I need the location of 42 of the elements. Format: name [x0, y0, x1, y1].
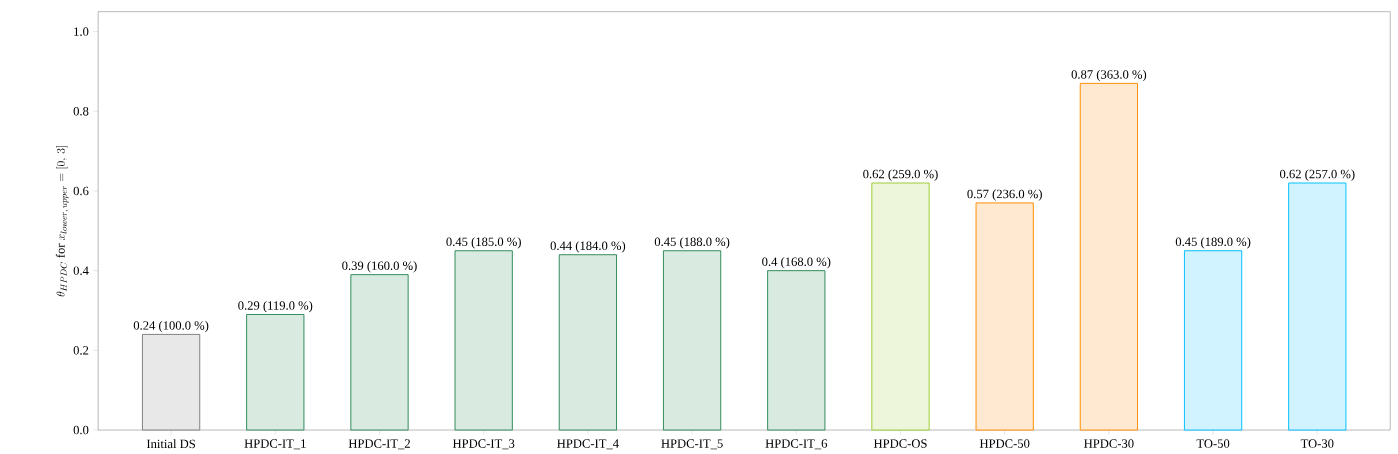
- bar: [662, 250, 722, 431]
- x-tick-label: TO-30: [1300, 439, 1334, 448]
- data-label: 0.29 (119.0 %): [238, 300, 313, 313]
- data-label: 0.45 (185.0 %): [446, 237, 521, 249]
- x-tick-label: HPDC-IT_5: [661, 439, 723, 450]
- bar: [767, 270, 826, 431]
- data-label: 0.44 (184.0 %): [550, 240, 626, 253]
- data-label: 0.24 (100.0 %): [133, 320, 209, 333]
- y-tick-label: 0.8: [73, 106, 89, 116]
- bar: [1183, 250, 1243, 431]
- data-label: 0.45 (189.0 %): [1175, 237, 1251, 249]
- x-tick-label: HPDC-IT_2: [348, 439, 410, 450]
- data-label: 0.62 (259.0 %): [863, 169, 938, 181]
- x-tick-label: TO-50: [1196, 439, 1230, 448]
- data-label: 0.57 (236.0 %): [967, 189, 1042, 201]
- bar: [350, 273, 409, 431]
- x-tick-label: Initial DS: [146, 439, 195, 448]
- bar: [871, 182, 930, 431]
- x-tick-label: HPDC-OS: [873, 439, 927, 448]
- x-tick-label: HPDC-IT_3: [452, 439, 515, 450]
- bar: [558, 254, 618, 431]
- bar: [246, 313, 305, 431]
- bar: [975, 202, 1034, 431]
- y-tick-label: 0.0: [73, 425, 89, 435]
- x-tick-label: HPDC-IT_6: [765, 439, 828, 450]
- bar: [1079, 82, 1139, 431]
- x-tick-label: HPDC-IT_1: [244, 439, 306, 450]
- y-tick-label: 1.0: [74, 27, 89, 36]
- bar: [1288, 182, 1347, 431]
- y-tick-label: 0.6: [73, 186, 89, 196]
- bar: [454, 250, 513, 431]
- x-tick-label: HPDC-IT_4: [557, 439, 619, 450]
- data-label: 0.45 (188.0 %): [654, 237, 730, 249]
- data-label: 0.39 (160.0 %): [342, 260, 417, 273]
- y-axis-title: $\theta_{HPDC}\ \mathrm{for}\ x_{lower,\,upper} = [0,\,3]$: [55, 146, 69, 297]
- x-tick-label: HPDC-30: [1084, 439, 1134, 448]
- data-label: 0.87 (363.0 %): [1071, 69, 1147, 82]
- x-tick-label: HPDC-50: [979, 439, 1030, 448]
- y-tick-label: 0.4: [73, 266, 89, 275]
- y-tick-label: 0.2: [73, 345, 89, 355]
- data-label: 0.62 (257.0 %): [1279, 169, 1355, 181]
- data-label: 0.4 (168.0 %): [762, 256, 831, 269]
